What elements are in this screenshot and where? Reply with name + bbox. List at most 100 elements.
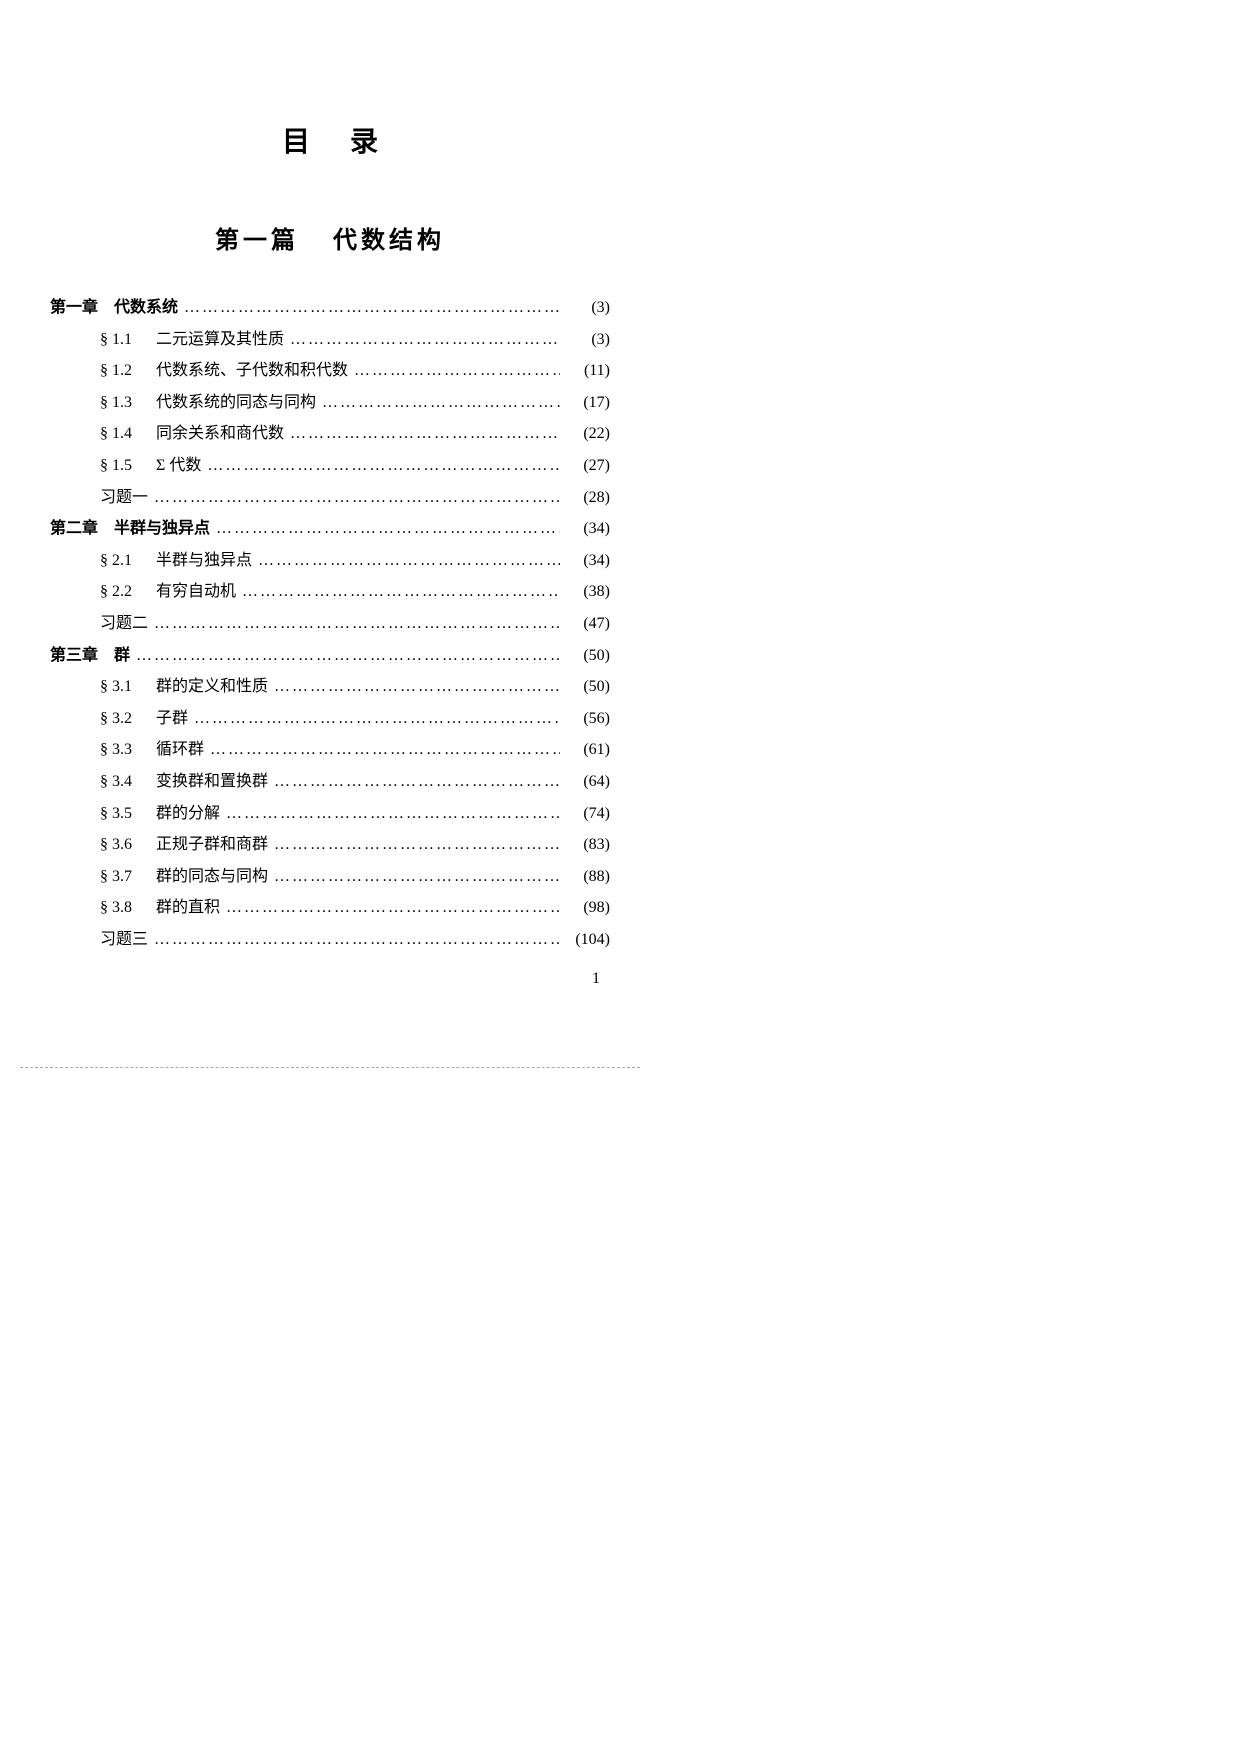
toc-page: 目录 第一篇 代数结构 第一章 代数系统………………………………………………………: [50, 120, 610, 958]
entry-label: 第二章 半群与独异点: [50, 516, 210, 542]
toc-entry: § 2.2有穷自动机…………………………………………………………………………………: [100, 579, 610, 605]
entry-label: 群的直积: [156, 895, 220, 921]
page-number: (56): [560, 706, 610, 732]
page-number: (38): [560, 579, 610, 605]
section-number: § 3.7: [100, 864, 156, 890]
entry-label: 群的同态与同构: [156, 864, 268, 890]
toc-entry: 第一章 代数系统………………………………………………………………………………………: [50, 295, 610, 321]
dot-leaders: ………………………………………………………………………………………………: [268, 864, 560, 890]
page-number: (11): [560, 358, 610, 384]
entry-label: 变换群和置换群: [156, 769, 268, 795]
toc-entry: 习题一………………………………………………………………………………………………(…: [100, 485, 610, 511]
section-number: § 1.4: [100, 421, 156, 447]
dot-leaders: ………………………………………………………………………………………………: [268, 832, 560, 858]
dot-leaders: ………………………………………………………………………………………………: [268, 674, 560, 700]
section-number: § 3.3: [100, 737, 156, 763]
toc-entry: § 3.7群的同态与同构……………………………………………………………………………: [100, 864, 610, 890]
section-number: § 3.4: [100, 769, 156, 795]
toc-entry: § 2.1半群与独异点………………………………………………………………………………: [100, 548, 610, 574]
dot-leaders: ………………………………………………………………………………………………: [268, 769, 560, 795]
toc-list: 第一章 代数系统 ………………………………………………………………………………………: [50, 295, 610, 952]
section-number: § 3.8: [100, 895, 156, 921]
dot-leaders: ………………………………………………………………………………………………: [201, 453, 560, 479]
page-number: (28): [560, 485, 610, 511]
toc-entry: 第二章 半群与独异点…………………………………………………………………………………: [50, 516, 610, 542]
entry-label: 正规子群和商群: [156, 832, 268, 858]
section-number: § 2.1: [100, 548, 156, 574]
section-number: § 3.6: [100, 832, 156, 858]
toc-entry: § 3.5群的分解……………………………………………………………………………………: [100, 801, 610, 827]
toc-entry: § 3.3循环群………………………………………………………………………………………: [100, 737, 610, 763]
entry-label: 习题三: [100, 927, 148, 953]
page-number: (98): [560, 895, 610, 921]
page-number: (50): [560, 674, 610, 700]
page-number: (34): [560, 516, 610, 542]
page-number: (22): [560, 421, 610, 447]
toc-entry: § 1.2代数系统、子代数和积代数………………………………………………………………: [100, 358, 610, 384]
entry-label: 半群与独异点: [156, 548, 252, 574]
toc-entry: 第三章 群………………………………………………………………………………………………: [50, 643, 610, 669]
page-number: (47): [560, 611, 610, 637]
page-number: (17): [560, 390, 610, 416]
page-number: (27): [560, 453, 610, 479]
toc-entry: § 1.5Σ 代数……………………………………………………………………………………: [100, 453, 610, 479]
page-number: (3): [560, 327, 610, 353]
page-number: (34): [560, 548, 610, 574]
entry-label: 循环群: [156, 737, 204, 763]
dot-leaders: ………………………………………………………………………………………………: [204, 737, 560, 763]
section-number: § 3.5: [100, 801, 156, 827]
section-number: § 2.2: [100, 579, 156, 605]
entry-label: 习题一: [100, 485, 148, 511]
section-number: § 1.1: [100, 327, 156, 353]
toc-entry: § 3.2子群…………………………………………………………………………………………: [100, 706, 610, 732]
part-number: 第一篇: [215, 228, 299, 254]
section-number: § 1.5: [100, 453, 156, 479]
toc-entry: § 1.1二元运算及其性质…………………………………………………………………………: [100, 327, 610, 353]
entry-label: 二元运算及其性质: [156, 327, 284, 353]
toc-entry: § 3.6正规子群和商群……………………………………………………………………………: [100, 832, 610, 858]
entry-label: 代数系统的同态与同构: [156, 390, 316, 416]
entry-label: 群的定义和性质: [156, 674, 268, 700]
dot-leaders: ………………………………………………………………………………………………: [210, 516, 560, 542]
footer-page-number: 1: [592, 970, 600, 988]
dot-leaders: ………………………………………………………………………………………………: [188, 706, 560, 732]
toc-entry: § 3.8群的直积……………………………………………………………………………………: [100, 895, 610, 921]
page-number: (88): [560, 864, 610, 890]
entry-label: 同余关系和商代数: [156, 421, 284, 447]
page-number: (83): [560, 832, 610, 858]
dot-leaders: ………………………………………………………………………………………………: [148, 927, 560, 953]
dot-leaders: ………………………………………………………………………………………………: [252, 548, 560, 574]
toc-entry: § 1.3代数系统的同态与同构……………………………………………………………………: [100, 390, 610, 416]
page-number: (74): [560, 801, 610, 827]
dot-leaders: ………………………………………………………………………………………………: [148, 611, 560, 637]
dot-leaders: ………………………………………………………………………………………………: [284, 327, 560, 353]
entry-label: 习题二: [100, 611, 148, 637]
page-number: (3): [560, 295, 610, 321]
section-number: § 1.3: [100, 390, 156, 416]
dot-leaders: ………………………………………………………………………………………………: [220, 801, 560, 827]
scan-artifact-line: [20, 1067, 640, 1068]
page-number: (64): [560, 769, 610, 795]
dot-leaders: ………………………………………………………………………………………………: [316, 390, 560, 416]
page-number: (61): [560, 737, 610, 763]
section-number: § 1.2: [100, 358, 156, 384]
page-number: (104): [560, 927, 610, 953]
entry-label: 第三章 群: [50, 643, 130, 669]
toc-entry: 习题三………………………………………………………………………………………………(…: [100, 927, 610, 953]
section-number: § 3.2: [100, 706, 156, 732]
dot-leaders: ………………………………………………………………………………………………: [348, 358, 560, 384]
dot-leaders: ………………………………………………………………………………………………: [236, 579, 560, 605]
toc-entry: 习题二………………………………………………………………………………………………(…: [100, 611, 610, 637]
entry-label: 第一章 代数系统: [50, 295, 178, 321]
dot-leaders: ………………………………………………………………………………………………: [148, 485, 560, 511]
entry-label: Σ 代数: [156, 453, 201, 479]
entry-label: 有穷自动机: [156, 579, 236, 605]
page-number: (50): [560, 643, 610, 669]
toc-entry: § 1.4同余关系和商代数…………………………………………………………………………: [100, 421, 610, 447]
section-number: § 3.1: [100, 674, 156, 700]
part-name: 代数结构: [333, 228, 445, 254]
toc-entry: § 3.1群的定义和性质……………………………………………………………………………: [100, 674, 610, 700]
entry-label: 子群: [156, 706, 188, 732]
dot-leaders: ………………………………………………………………………………………………: [220, 895, 560, 921]
toc-entry: § 3.4变换群和置换群……………………………………………………………………………: [100, 769, 610, 795]
